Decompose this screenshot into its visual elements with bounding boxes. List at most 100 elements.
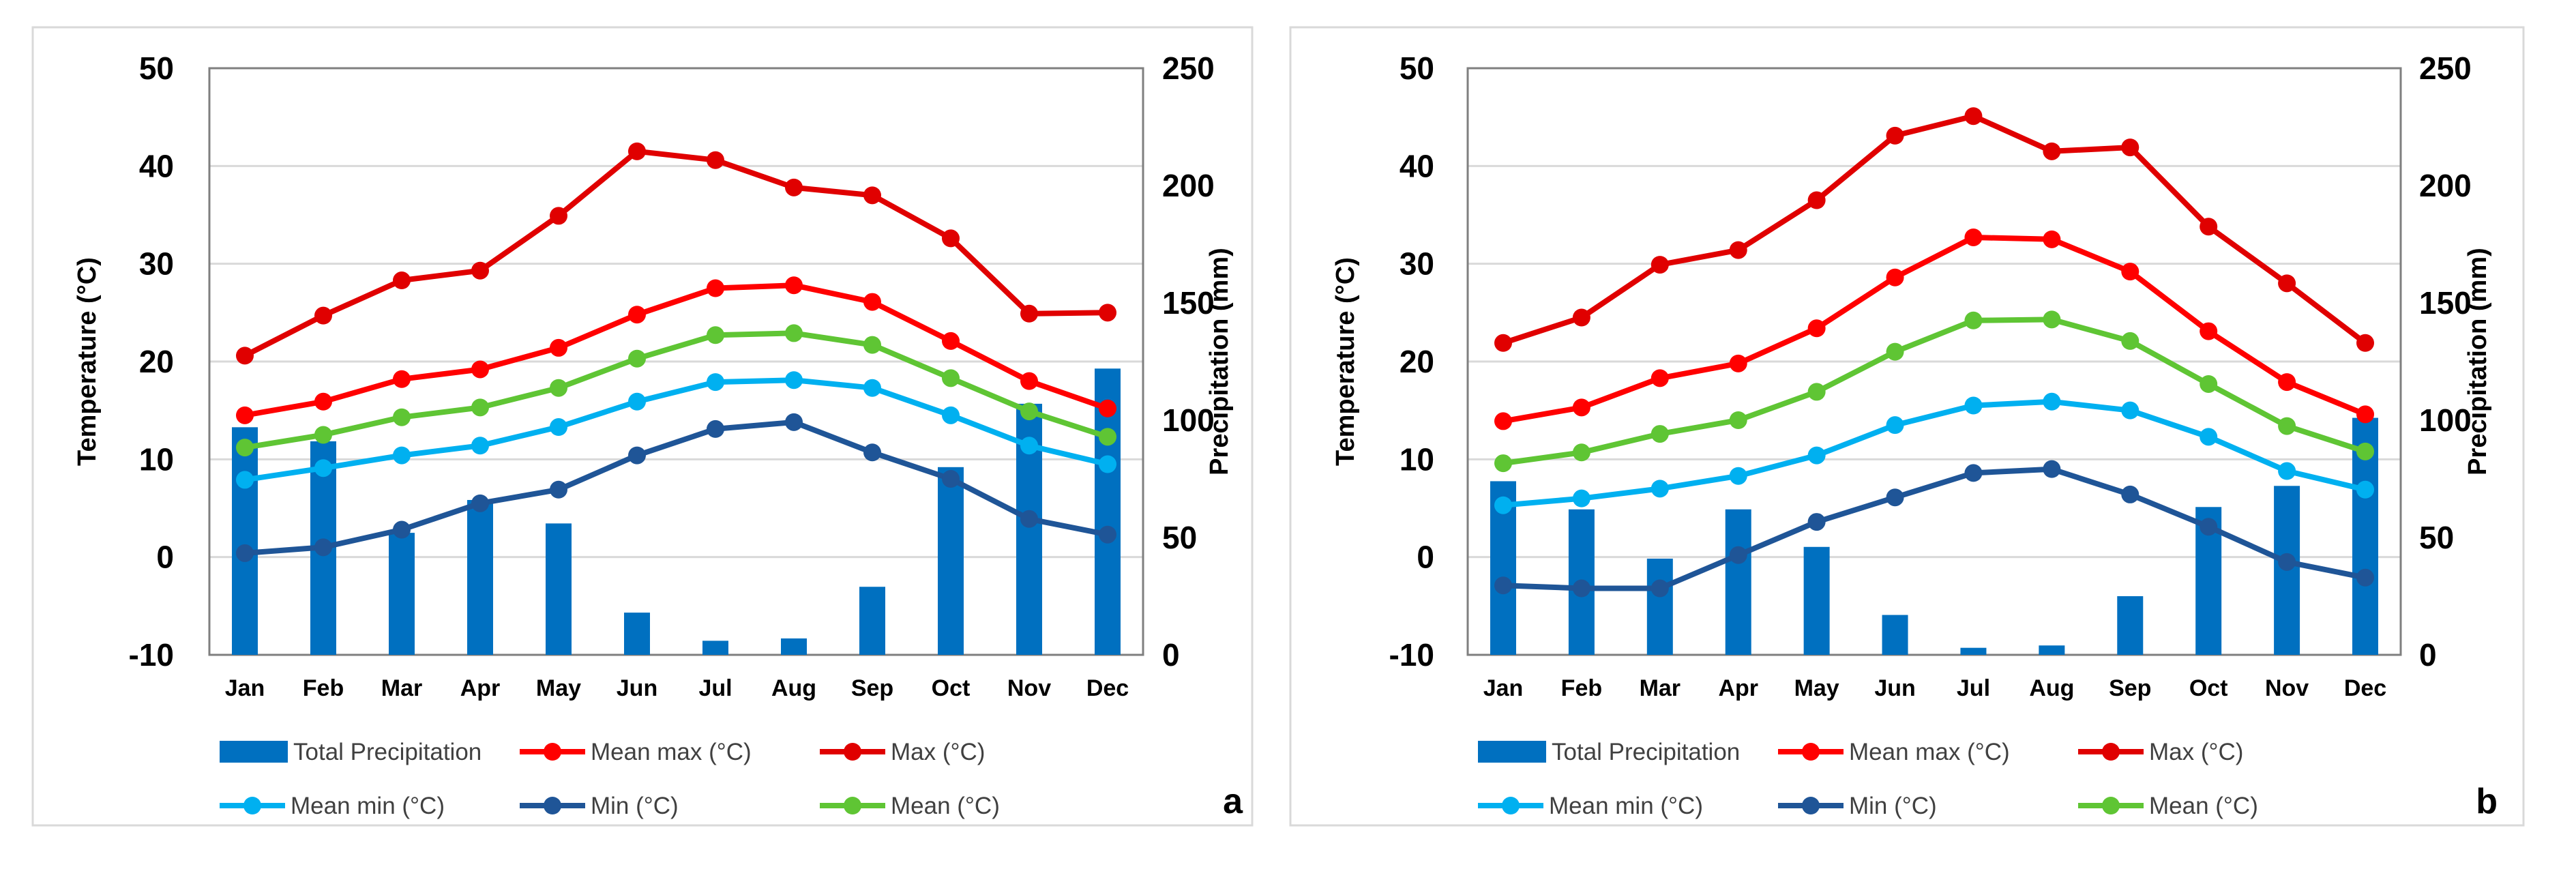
series-marker: [2121, 138, 2140, 157]
precipitation-bar: [859, 587, 885, 655]
series-marker: [1572, 398, 1590, 417]
y2-tick-label: 200: [2419, 168, 2472, 203]
y2-tick-label: 100: [2419, 402, 2472, 438]
legend-swatch-marker: [1802, 797, 1820, 814]
series-marker: [2121, 485, 2140, 503]
series-marker: [1964, 228, 1983, 246]
series-marker: [2200, 218, 2218, 236]
series-marker: [1099, 304, 1116, 322]
series-marker: [2121, 332, 2140, 350]
series-marker: [1886, 268, 1904, 286]
series-marker: [863, 379, 881, 397]
series-marker: [2200, 374, 2218, 393]
legend-swatch-marker: [544, 743, 561, 761]
series-marker: [785, 324, 803, 342]
precipitation-bar: [938, 467, 964, 655]
y-tick-label: -10: [1389, 637, 1434, 673]
legend-label: Mean min (°C): [1549, 793, 1703, 819]
y-tick-label: -10: [129, 637, 174, 673]
y-tick-label: 10: [1400, 441, 1434, 477]
series-marker: [785, 178, 803, 196]
series-marker: [1020, 402, 1038, 421]
series-marker: [1099, 525, 1116, 544]
series-marker: [1729, 241, 1747, 259]
legend-label: Mean max (°C): [1849, 739, 2010, 765]
legend-entry: Min (°C): [1778, 793, 1937, 819]
precipitation-bar: [1725, 509, 1751, 655]
series-marker: [471, 261, 489, 280]
x-tick-label: Jun: [1874, 675, 1915, 701]
series-marker: [1729, 411, 1747, 429]
y-tick-label: 50: [139, 50, 174, 86]
series-marker: [393, 408, 411, 426]
series-marker: [236, 544, 254, 562]
x-tick-label: Jun: [617, 675, 657, 701]
precipitation-bar: [702, 641, 728, 655]
legend-label: Mean (°C): [2149, 793, 2258, 819]
series-marker: [550, 207, 567, 225]
series-marker: [1572, 308, 1590, 327]
series-marker: [1494, 454, 1512, 473]
series-marker: [785, 371, 803, 389]
series-marker: [393, 520, 411, 539]
precipitation-bar: [624, 613, 650, 655]
series-marker: [1020, 510, 1038, 528]
legend-entry: Mean max (°C): [1778, 739, 2010, 765]
series-marker: [942, 369, 960, 387]
y-tick-label: 0: [156, 540, 174, 575]
series-line: [1502, 398, 2366, 508]
series-marker: [1886, 488, 1904, 507]
series-marker: [863, 293, 881, 311]
x-tick-label: Mar: [381, 675, 422, 701]
y-axis-title: Temperature (°C): [1331, 257, 1360, 466]
series-marker: [1572, 443, 1590, 462]
series-marker: [942, 229, 960, 248]
series-line: [243, 148, 1108, 358]
series-marker: [2043, 310, 2061, 329]
chart-panel-a: -10 0 10 20 30 40 50 0 50 100 150 200 250 Jan Feb Mar Ap…: [31, 26, 1254, 827]
legend-swatch-marker: [1802, 743, 1820, 761]
series-line: [1502, 317, 2367, 467]
series-marker: [550, 338, 567, 357]
series-marker: [314, 306, 332, 325]
series-marker: [314, 426, 332, 444]
y2-tick-label: 0: [2419, 637, 2437, 673]
y2-axis-title: Precipitation (mm): [2463, 248, 2492, 475]
legend-swatch-bar: [220, 741, 288, 763]
legend-entry: Mean max (°C): [520, 739, 752, 765]
x-tick-label: Apr: [460, 675, 501, 701]
x-tick-label: Jan: [1483, 675, 1524, 701]
panel-letter: b: [2476, 782, 2498, 821]
legend-label: Mean min (°C): [291, 793, 445, 819]
legend-entry: Mean (°C): [820, 793, 1000, 819]
legend-label: Max (°C): [891, 739, 985, 765]
y2-axis-title: Precipitation (mm): [1205, 248, 1234, 475]
legend-label: Mean (°C): [891, 793, 1000, 819]
series-marker: [2356, 442, 2374, 460]
series-marker: [1729, 354, 1747, 372]
series-line: [244, 377, 1108, 483]
legend-entry: Max (°C): [820, 739, 985, 765]
series-marker: [2278, 417, 2296, 435]
series-marker: [1650, 425, 1669, 443]
plot-area-border: [1466, 67, 2402, 656]
y-tick-label: 10: [139, 441, 174, 477]
legend-swatch-marker: [544, 797, 561, 814]
precipitation-bar: [1960, 647, 1987, 655]
x-tick-label: Apr: [1718, 675, 1758, 701]
series-marker: [628, 446, 646, 465]
y-tick-label: 30: [139, 246, 174, 282]
series-marker: [1494, 334, 1512, 352]
series-marker: [550, 480, 567, 499]
series-marker: [628, 142, 646, 160]
series-marker: [1494, 496, 1512, 514]
series-marker: [628, 392, 646, 411]
y2-tick-label: 50: [2419, 520, 2454, 555]
legend-swatch-marker: [844, 797, 861, 814]
series-marker: [2121, 401, 2140, 420]
series-marker: [2278, 373, 2296, 392]
series-marker: [1807, 383, 1826, 401]
series-marker: [707, 279, 724, 297]
precipitation-bar: [232, 427, 258, 655]
legend-entry: Total Precipitation: [220, 739, 482, 765]
